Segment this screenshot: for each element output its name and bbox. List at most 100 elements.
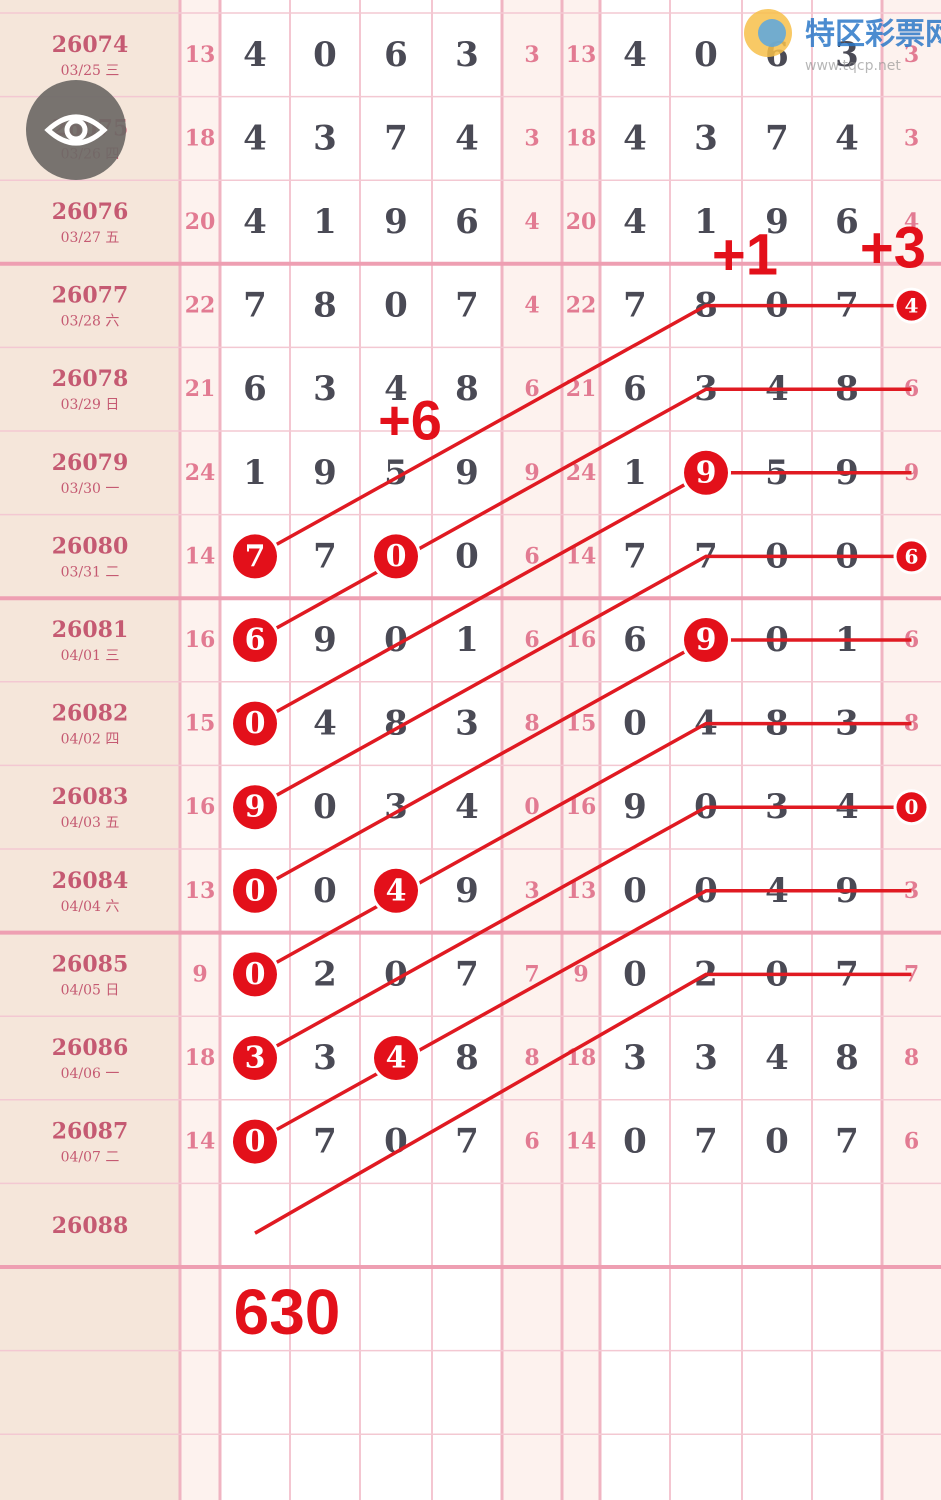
digit: 9 [313, 620, 337, 660]
date: 04/06 一 [61, 1066, 120, 1082]
sum: 9 [192, 961, 207, 987]
digit: 0 [765, 1122, 789, 1162]
sum: 24 [185, 460, 216, 486]
digit: 0 [384, 1122, 408, 1162]
sum: 13 [566, 42, 597, 68]
sum: 20 [185, 209, 216, 235]
sum: 15 [185, 711, 216, 737]
digit: 7 [455, 954, 479, 994]
digit: 3 [835, 35, 859, 75]
digit: 0 [313, 35, 337, 75]
digit: 4 [243, 118, 267, 158]
digit: 0 [623, 871, 647, 911]
highlight-digit: 6 [905, 544, 919, 568]
highlight-circle [233, 1119, 277, 1164]
sum: 14 [185, 1129, 216, 1155]
eye-button[interactable] [26, 80, 126, 180]
tail: 6 [904, 1129, 919, 1155]
date: 03/25 三 [61, 63, 120, 79]
highlight-circle [374, 1036, 418, 1080]
digit: 6 [243, 369, 267, 409]
tail: 3 [904, 42, 919, 68]
highlight-circle [233, 1036, 277, 1080]
digit: 1 [623, 453, 647, 493]
digit: 6 [623, 620, 647, 660]
date: 04/01 三 [61, 648, 120, 664]
sum: 13 [185, 878, 216, 904]
tail: 6 [524, 627, 539, 653]
highlight-digit: 6 [245, 623, 266, 658]
date: 04/02 四 [61, 732, 120, 748]
digit: 0 [455, 536, 479, 576]
digit: 3 [455, 704, 479, 744]
highlight-digit: 0 [386, 539, 407, 574]
tail: 7 [524, 961, 539, 987]
highlight-circle [374, 868, 418, 913]
tail: 3 [524, 42, 539, 68]
tail: 6 [524, 1129, 539, 1155]
digit: 3 [694, 118, 718, 158]
highlight-circle [233, 534, 277, 579]
digit: 4 [455, 787, 479, 827]
digit: 4 [243, 202, 267, 242]
sum: 20 [566, 209, 597, 235]
highlight-digit: 0 [245, 706, 266, 741]
eye-button-bg[interactable] [26, 80, 126, 180]
digit: 6 [835, 202, 859, 242]
tail-column [882, 0, 941, 1500]
issue: 26083 [52, 784, 129, 810]
highlight-circle [896, 290, 927, 321]
tail: 6 [524, 543, 539, 569]
issue: 26082 [52, 701, 129, 727]
digit: 9 [384, 202, 408, 242]
digit: 6 [455, 202, 479, 242]
highlight-digit: 9 [245, 790, 266, 825]
logo-icon [758, 19, 786, 47]
tail: 8 [524, 711, 539, 737]
digit: 4 [455, 118, 479, 158]
result-number: 630 [234, 1276, 341, 1348]
tail: 8 [524, 1045, 539, 1071]
sum-column [180, 0, 220, 1500]
highlight-digit: 0 [245, 873, 266, 908]
highlight-circle [233, 952, 277, 997]
date: 03/31 二 [61, 564, 120, 580]
digit: 6 [384, 35, 408, 75]
trend-line [254, 972, 912, 1235]
digit: 7 [765, 118, 789, 158]
highlight-digit: 9 [696, 623, 717, 658]
tail: 8 [904, 1045, 919, 1071]
highlight-circle [896, 792, 927, 823]
digit: 4 [313, 704, 337, 744]
digit: 0 [623, 1122, 647, 1162]
issue: 26085 [52, 951, 129, 977]
label-column [0, 0, 180, 1500]
highlight-circle [233, 868, 277, 913]
digit: 3 [455, 35, 479, 75]
highlight-digit: 4 [386, 873, 407, 908]
issue: 26087 [52, 1119, 129, 1145]
digit: 0 [623, 954, 647, 994]
logo: 特区彩票网 www.tqcp.net [744, 9, 941, 74]
date: 04/05 日 [61, 982, 120, 998]
sum-column [562, 0, 600, 1500]
digit: 7 [623, 536, 647, 576]
digit: 8 [455, 369, 479, 409]
digit: 1 [313, 202, 337, 242]
highlight-digit: 0 [905, 795, 919, 819]
date: 04/07 二 [61, 1150, 120, 1166]
tail: 4 [524, 209, 539, 235]
sum: 16 [185, 794, 216, 820]
digit: 9 [623, 787, 647, 827]
digit: 3 [313, 1038, 337, 1078]
date: 03/28 六 [61, 314, 120, 330]
issue: 26076 [52, 199, 129, 225]
digit: 7 [455, 286, 479, 326]
digit: 7 [623, 286, 647, 326]
digit: 0 [623, 704, 647, 744]
tail: 9 [524, 460, 539, 486]
digit: 6 [623, 369, 647, 409]
highlight-circle [233, 701, 277, 746]
digit: 7 [384, 118, 408, 158]
digit: 0 [384, 286, 408, 326]
